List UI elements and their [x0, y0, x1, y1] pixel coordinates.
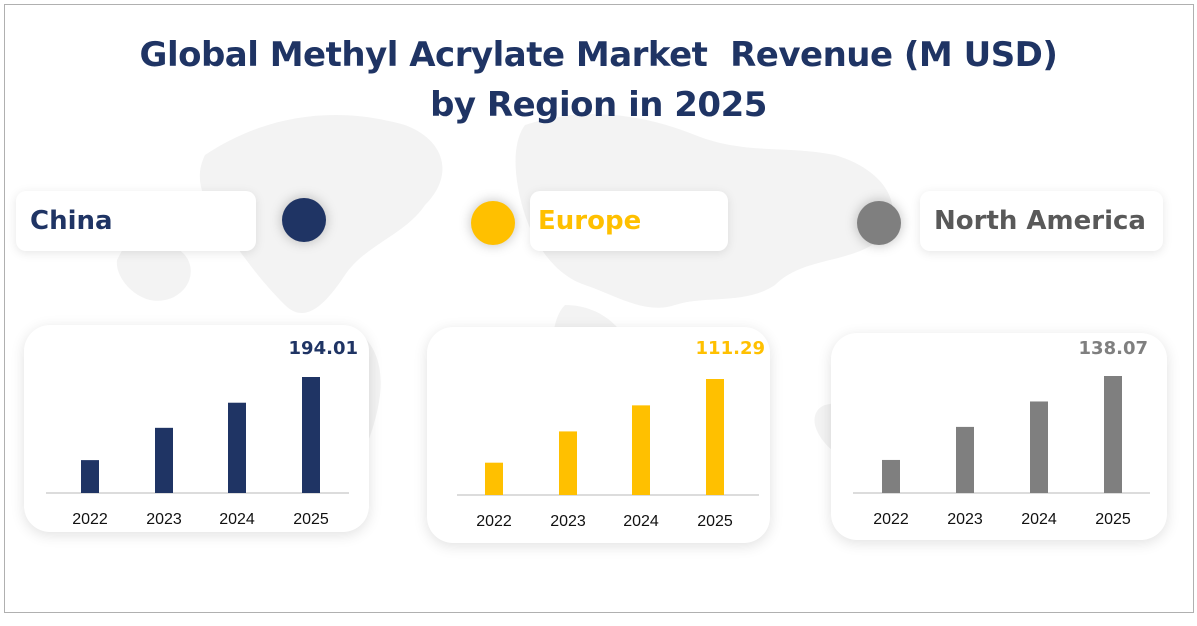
north-america-bar-2024 [1030, 401, 1048, 493]
region-label-europe: Europe [530, 191, 728, 251]
title-line-1: Global Methyl Acrylate Market Revenue (M… [139, 35, 1058, 75]
x-tick-label: 2024 [1021, 511, 1057, 528]
x-tick-label: 2022 [873, 511, 909, 528]
x-tick-label: 2022 [476, 513, 512, 530]
europe-bar-2025 [706, 379, 724, 495]
data-label-2025: 111.29 [696, 338, 765, 359]
chart-card-china: 2022 2023 2024 2025 194.01 [24, 325, 369, 532]
data-label-2025: 138.07 [1079, 338, 1148, 359]
europe-bar-2024 [632, 405, 650, 495]
europe-dot-icon [471, 201, 515, 245]
title-line-2: by Region in 2025 [430, 85, 767, 125]
chart-card-north-america: 2022 2023 2024 2025 138.07 [831, 333, 1167, 540]
china-bar-2024 [228, 402, 246, 493]
region-name: Europe [538, 206, 642, 236]
x-tick-label: 2022 [72, 511, 108, 528]
china-bar-2025 [302, 377, 320, 493]
region-name: China [30, 206, 113, 236]
x-tick-label: 2025 [1095, 511, 1131, 528]
region-label-north-america: North America [920, 191, 1163, 251]
x-tick-label: 2024 [219, 511, 255, 528]
north-america-dot-icon [857, 201, 901, 245]
china-bar-2023 [155, 427, 173, 493]
north-america-bar-2023 [956, 426, 974, 493]
north-america-bar-2025 [1104, 376, 1122, 493]
x-tick-label: 2023 [947, 511, 983, 528]
europe-bar-2022 [485, 462, 503, 495]
x-tick-label: 2025 [697, 513, 733, 530]
region-name: North America [934, 206, 1146, 236]
x-tick-label: 2024 [623, 513, 659, 530]
europe-bar-chart: 2022 2023 2024 2025 111.29 [457, 338, 765, 530]
data-label-2025: 194.01 [289, 338, 358, 359]
chart-card-europe: 2022 2023 2024 2025 111.29 [427, 327, 770, 543]
x-tick-label: 2023 [146, 511, 182, 528]
china-bar-chart: 2022 2023 2024 2025 194.01 [46, 338, 358, 528]
north-america-bar-2022 [882, 459, 900, 493]
x-tick-label: 2025 [293, 511, 329, 528]
china-bar-2022 [81, 460, 99, 493]
north-america-bar-chart: 2022 2023 2024 2025 138.07 [853, 338, 1150, 528]
chart-title: Global Methyl Acrylate Market Revenue (M… [0, 30, 1197, 130]
x-tick-label: 2023 [550, 513, 586, 530]
europe-bar-2023 [559, 431, 577, 495]
region-label-china: China [16, 191, 256, 251]
china-dot-icon [282, 198, 326, 242]
